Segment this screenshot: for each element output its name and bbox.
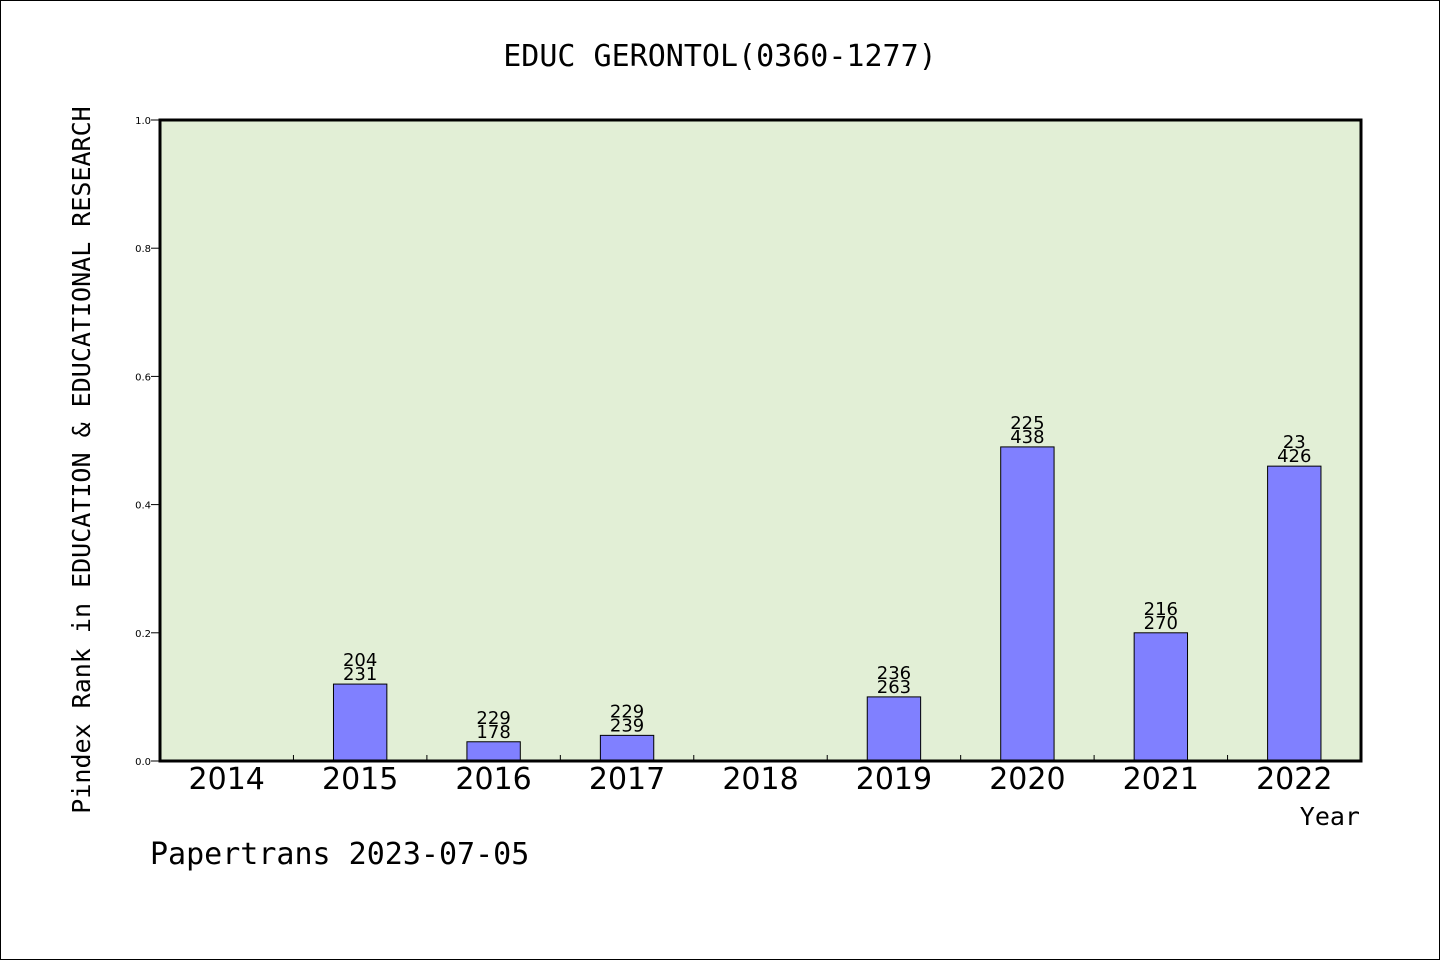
bar-label-bottom: 438 xyxy=(1010,427,1044,448)
bar xyxy=(332,683,388,762)
y-axis-label: Pindex Rank in EDUCATION & EDUCATIONAL R… xyxy=(67,106,96,813)
bar xyxy=(599,734,655,762)
x-tick-label: 2022 xyxy=(1256,762,1332,797)
plot-border xyxy=(158,118,1363,763)
x-tick-label: 2014 xyxy=(189,762,265,797)
bar-label-bottom: 231 xyxy=(343,664,377,685)
y-tick-label: 0.2 xyxy=(135,629,151,640)
x-tick-label: 2018 xyxy=(722,762,798,797)
bar xyxy=(466,741,521,762)
bar-label-bottom: 239 xyxy=(610,715,644,736)
y-tick-label: 1.0 xyxy=(135,116,151,127)
bar-label-bottom: 270 xyxy=(1144,613,1178,634)
y-tick-label: 0.0 xyxy=(135,757,151,768)
bar-label-top: 229 xyxy=(476,708,510,729)
bar-label-top: 225 xyxy=(1010,413,1044,434)
bar-label-top: 236 xyxy=(877,663,911,684)
bar-label-top: 23 xyxy=(1283,432,1306,453)
y-tick-label: 0.6 xyxy=(135,372,151,383)
x-tick-label: 2021 xyxy=(1123,762,1199,797)
x-tick-label: 2015 xyxy=(322,762,398,797)
bar xyxy=(1267,465,1322,762)
bar-label-top: 216 xyxy=(1144,599,1178,620)
bar-label-top: 229 xyxy=(610,701,644,722)
x-axis-label: Year xyxy=(1300,802,1360,831)
bar-label-bottom: 263 xyxy=(877,677,911,698)
x-tick-label: 2017 xyxy=(589,762,665,797)
bar xyxy=(1133,632,1189,762)
bar-label-bottom: 178 xyxy=(476,722,510,743)
x-tick-label: 2019 xyxy=(856,762,932,797)
x-tick-label: 2016 xyxy=(455,762,531,797)
y-tick-label: 0.4 xyxy=(135,501,151,512)
chart-title: EDUC GERONTOL(0360-1277) xyxy=(503,39,936,74)
bar xyxy=(1000,446,1055,762)
bar xyxy=(866,696,922,762)
bar-label-bottom: 426 xyxy=(1277,446,1311,467)
y-tick-label: 0.8 xyxy=(135,244,151,255)
x-tick-label: 2020 xyxy=(989,762,1065,797)
bar-label-top: 204 xyxy=(343,650,377,671)
footer-credit: Papertrans 2023-07-05 xyxy=(150,837,529,872)
